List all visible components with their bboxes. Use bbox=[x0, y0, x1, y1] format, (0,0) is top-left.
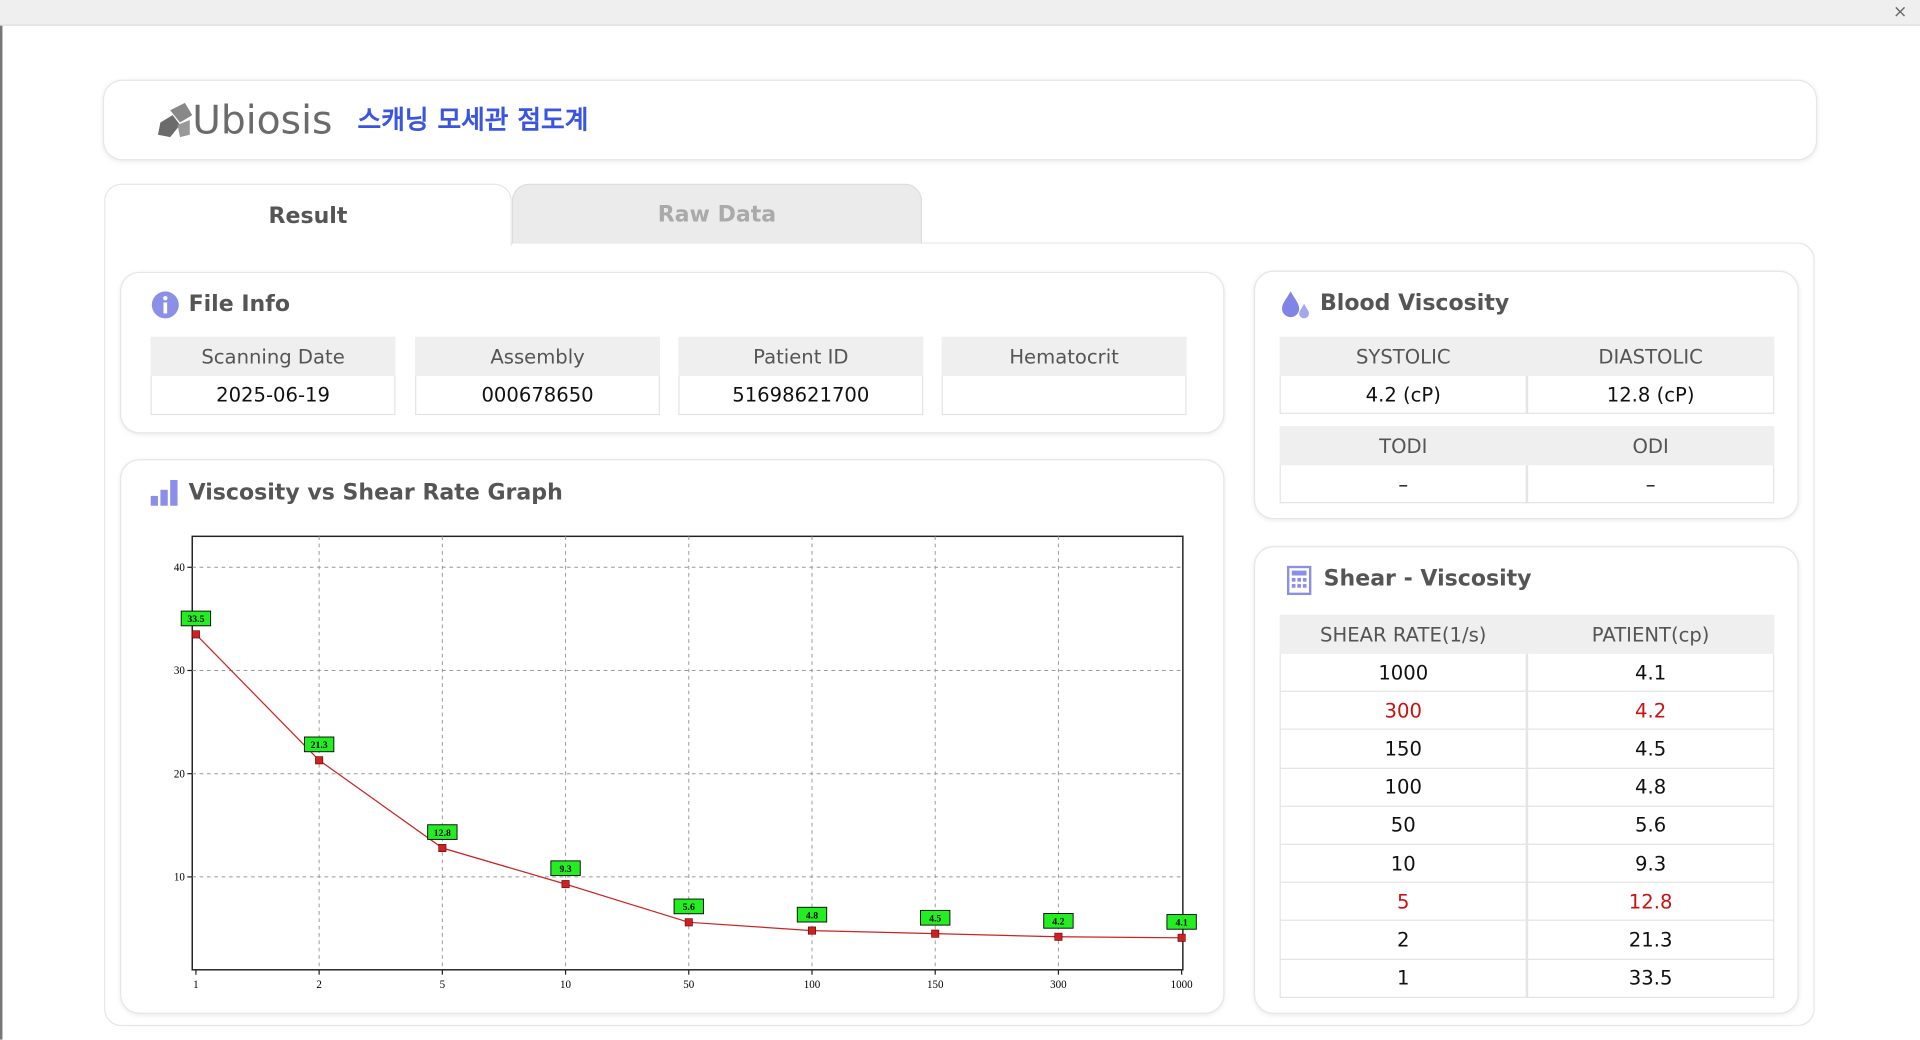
bv-label: DIASTOLIC bbox=[1526, 336, 1775, 376]
tab-raw-data[interactable]: Raw Data bbox=[511, 183, 923, 244]
y-tick-label: 30 bbox=[174, 665, 186, 677]
plot-area bbox=[191, 535, 1184, 971]
bv-value: 12.8 (cP) bbox=[1526, 375, 1775, 414]
data-label-box bbox=[1166, 914, 1197, 930]
field-label: Scanning Date bbox=[150, 336, 396, 376]
bv-value: 4.2 (cP) bbox=[1279, 375, 1527, 414]
shear-viscosity-title: Shear - Viscosity bbox=[1323, 565, 1532, 592]
field-value bbox=[941, 375, 1187, 416]
data-label: 12.8 bbox=[434, 828, 451, 839]
table-cell: 10 bbox=[1279, 844, 1527, 884]
table-cell: 4.5 bbox=[1526, 730, 1775, 769]
data-label-box bbox=[303, 736, 335, 753]
file-info-title: File Info bbox=[188, 291, 290, 318]
data-label: 4.2 bbox=[1052, 917, 1064, 928]
info-icon bbox=[151, 291, 179, 319]
tab-result[interactable]: Result bbox=[104, 183, 512, 247]
data-label: 4.1 bbox=[1176, 918, 1188, 929]
x-tick-label: 300 bbox=[1050, 979, 1067, 991]
y-tick-label: 20 bbox=[174, 768, 186, 780]
close-button[interactable]: × bbox=[1893, 2, 1908, 23]
data-label-box bbox=[673, 898, 704, 915]
data-label-box bbox=[550, 860, 581, 877]
x-tick-label: 5 bbox=[440, 979, 446, 991]
table-cell: 4.1 bbox=[1526, 653, 1775, 693]
chart-icon bbox=[150, 480, 178, 506]
field-value: 000678650 bbox=[415, 375, 661, 416]
bv-label: TODI bbox=[1279, 426, 1527, 466]
x-tick-label: 50 bbox=[683, 979, 695, 991]
bv-value: – bbox=[1279, 465, 1527, 504]
data-point bbox=[561, 880, 570, 889]
blood-viscosity-title: Blood Viscosity bbox=[1320, 290, 1510, 316]
x-tick-label: 150 bbox=[927, 979, 944, 991]
bv-value: – bbox=[1526, 465, 1775, 504]
chart-title: Viscosity vs Shear Rate Graph bbox=[188, 480, 563, 506]
data-point bbox=[684, 918, 693, 927]
data-point bbox=[1054, 932, 1063, 941]
data-label: 9.3 bbox=[559, 864, 571, 875]
y-tick-label: 40 bbox=[174, 562, 186, 574]
table-icon bbox=[1286, 565, 1312, 596]
data-label-box bbox=[427, 824, 458, 840]
data-point bbox=[315, 756, 324, 765]
field-value: 2025-06-19 bbox=[150, 375, 396, 416]
table-cell: 5 bbox=[1279, 883, 1527, 922]
data-label: 4.8 bbox=[806, 910, 818, 921]
data-point bbox=[438, 844, 447, 852]
table-cell: 21.3 bbox=[1526, 921, 1775, 960]
window-edge bbox=[0, 25, 3, 1040]
data-label-box bbox=[920, 909, 951, 926]
logo-text: Ubiosis bbox=[192, 96, 333, 144]
title-bar bbox=[0, 0, 1920, 26]
field-label: Hematocrit bbox=[941, 336, 1187, 376]
table-cell: 5.6 bbox=[1526, 806, 1775, 845]
table-cell: 4.8 bbox=[1526, 768, 1775, 807]
bv-label: ODI bbox=[1526, 426, 1775, 466]
x-tick-label: 10 bbox=[560, 979, 572, 991]
logo-icon bbox=[157, 102, 193, 138]
y-tick-label: 10 bbox=[174, 872, 186, 884]
x-tick-label: 1000 bbox=[1171, 979, 1194, 991]
data-point bbox=[931, 929, 940, 938]
data-label: 5.6 bbox=[683, 902, 695, 913]
bv-label: SYSTOLIC bbox=[1279, 336, 1527, 376]
table-cell: 50 bbox=[1279, 806, 1527, 845]
field-label: Patient ID bbox=[678, 336, 924, 376]
x-tick-label: 100 bbox=[804, 979, 821, 991]
table-cell: 2 bbox=[1279, 921, 1527, 960]
field-value: 51698621700 bbox=[678, 375, 924, 416]
data-label-box bbox=[1043, 913, 1074, 929]
data-point bbox=[1177, 933, 1186, 942]
app-title: 스캐닝 모세관 점도계 bbox=[357, 105, 589, 135]
data-label-box bbox=[180, 610, 212, 627]
x-tick-label: 2 bbox=[316, 979, 322, 991]
data-label-box bbox=[796, 906, 828, 923]
data-point bbox=[191, 630, 200, 639]
x-tick-label: 1 bbox=[193, 979, 199, 991]
data-label: 4.5 bbox=[929, 913, 941, 924]
table-cell: 1 bbox=[1279, 959, 1527, 998]
data-label: 33.5 bbox=[187, 614, 204, 625]
table-cell: 100 bbox=[1279, 768, 1527, 807]
table-cell: 4.2 bbox=[1526, 692, 1775, 731]
field-label: Assembly bbox=[415, 336, 661, 376]
column-header: PATIENT(cp) bbox=[1526, 614, 1775, 654]
column-header: SHEAR RATE(1/s) bbox=[1279, 614, 1527, 654]
table-cell: 1000 bbox=[1279, 653, 1527, 693]
table-cell: 33.5 bbox=[1526, 959, 1775, 998]
table-cell: 150 bbox=[1279, 730, 1527, 769]
data-point bbox=[808, 926, 816, 935]
table-cell: 9.3 bbox=[1526, 844, 1775, 884]
header-card: Ubiosis 스캐닝 모세관 점도계 bbox=[102, 79, 1818, 161]
table-cell: 300 bbox=[1279, 692, 1527, 731]
drop-icon bbox=[1282, 291, 1309, 319]
table-cell: 12.8 bbox=[1526, 883, 1775, 922]
data-label: 21.3 bbox=[311, 740, 328, 751]
